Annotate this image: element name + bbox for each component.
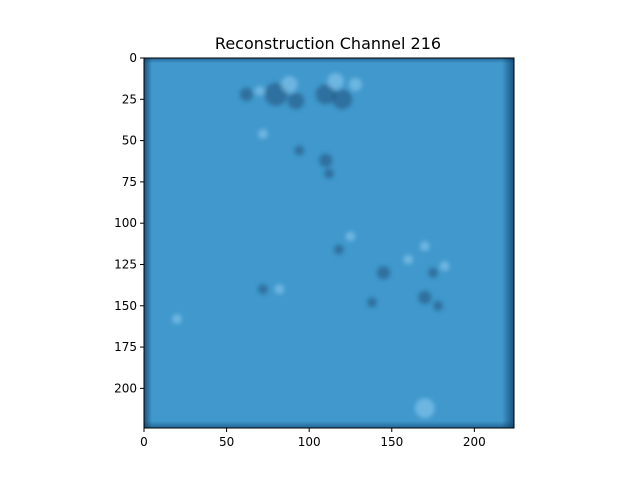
y-tick-label: 25 [122,92,137,106]
y-axis-ticks: 0 25 50 75 100 125 150 175 200 [114,51,144,395]
image-feature-light [439,261,450,272]
image-edge-left [144,58,152,428]
image-feature-dark [332,89,353,110]
image-feature-dark [366,297,377,308]
image-feature-dark [418,290,432,305]
image-feature-dark [333,244,344,255]
image-feature-dark [433,300,443,311]
image-feature-dark [319,153,333,168]
image-feature-light [345,231,356,242]
image-edge-top [144,58,514,63]
image-feature-dark [257,284,268,295]
chart-title: Reconstruction Channel 216 [215,34,441,53]
image-feature-light [348,77,363,92]
x-axis-ticks: 0 50 100 150 200 [140,428,486,449]
image-feature-light [172,314,182,324]
image-feature-light [414,398,435,419]
image-feature-light [281,76,298,93]
image-feature-light [403,254,414,265]
image-feature-dark [324,168,334,179]
y-tick-label: 175 [114,340,137,354]
axes-frame [143,57,515,429]
image-feature-dark [287,92,305,110]
image-feature-dark [315,84,336,105]
x-tick-label: 50 [219,435,234,449]
image-feature-light [274,284,285,295]
image-feature-dark [294,145,305,156]
x-tick-label: 150 [380,435,403,449]
y-tick-label: 150 [114,299,137,313]
image-features [172,72,450,419]
x-tick-label: 100 [298,435,321,449]
x-tick-label: 200 [463,435,486,449]
image-feature-light [419,241,430,252]
image-base [144,58,514,428]
image-feature-dark [264,82,288,106]
x-tick-label: 0 [140,435,148,449]
y-tick-label: 50 [122,134,137,148]
y-tick-label: 100 [114,216,137,230]
image-feature-dark [376,266,391,280]
image-feature-light [254,86,265,96]
y-tick-label: 0 [129,51,137,65]
image-feature-dark [428,267,439,278]
reconstruction-image [144,58,514,428]
image-edge-right [502,58,514,428]
y-tick-label: 75 [122,175,137,189]
image-feature-light [257,129,268,139]
image-edge-bottom [144,421,514,428]
image-feature-light [327,72,344,90]
y-tick-label: 125 [114,257,137,271]
y-tick-label: 200 [114,381,137,395]
image-feature-dark [239,87,254,101]
